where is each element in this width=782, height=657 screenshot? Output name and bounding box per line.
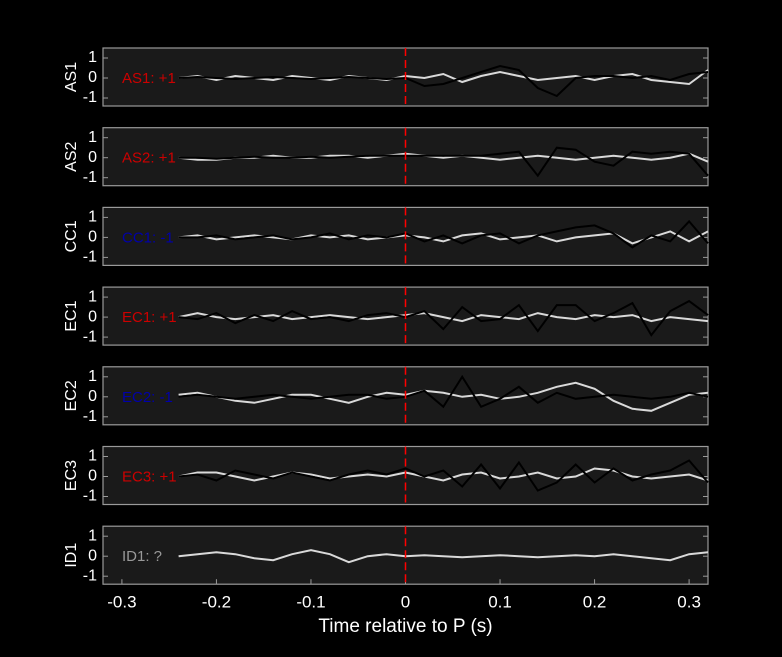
x-tick-label: -0.3: [107, 593, 136, 612]
y-tick-label: 1: [88, 129, 97, 146]
y-tick-label: 1: [88, 368, 97, 385]
trace: [178, 312, 709, 323]
trace: [178, 459, 709, 492]
y-tick-label: -1: [83, 488, 97, 505]
trace: [178, 146, 709, 178]
y-tick-label: 1: [88, 288, 97, 305]
trace: [178, 64, 709, 98]
x-tick-label: -0.1: [296, 593, 325, 612]
x-tick-label: 0.2: [583, 593, 607, 612]
y-tick-label: -1: [83, 249, 97, 266]
y-axis-label: EC3: [63, 460, 80, 491]
x-tick-label: 0: [401, 593, 410, 612]
annotation: ID1: ?: [122, 548, 162, 565]
y-tick-label: 0: [88, 468, 97, 485]
y-tick-label: 0: [88, 308, 97, 325]
trace: [178, 549, 709, 564]
trace: [178, 374, 709, 409]
y-tick-label: -1: [83, 328, 97, 345]
x-axis-label: Time relative to P (s): [318, 616, 492, 637]
x-tick-label: 0.1: [488, 593, 512, 612]
annotation: EC3: +1: [122, 468, 177, 485]
y-tick-label: 1: [88, 209, 97, 226]
y-tick-label: 1: [88, 448, 97, 465]
trace: [178, 381, 709, 412]
annotation: AS2: +1: [122, 150, 176, 167]
trace: [178, 219, 709, 249]
y-tick-label: -1: [83, 408, 97, 425]
annotation: AS1: +1: [122, 70, 176, 87]
y-tick-label: 1: [88, 527, 97, 544]
y-axis-label: ID1: [63, 543, 80, 568]
y-tick-label: 0: [88, 547, 97, 564]
y-axis-label: AS1: [63, 62, 80, 92]
trace: [178, 299, 709, 337]
y-tick-label: -1: [83, 567, 97, 584]
y-tick-label: -1: [83, 169, 97, 186]
y-tick-label: 0: [88, 388, 97, 405]
y-axis-label: AS2: [63, 141, 80, 171]
y-tick-label: 0: [88, 149, 97, 166]
x-tick-label: -0.2: [202, 593, 231, 612]
y-tick-label: 0: [88, 229, 97, 246]
y-tick-label: 1: [88, 49, 97, 66]
y-tick-label: 0: [88, 69, 97, 86]
y-axis-label: EC2: [63, 380, 80, 411]
y-tick-label: -1: [83, 89, 97, 106]
annotation: CC1: -1: [122, 229, 174, 246]
annotation: EC1: +1: [122, 309, 177, 326]
trace: [178, 69, 709, 86]
x-tick-label: 0.3: [677, 593, 701, 612]
y-axis-label: EC1: [63, 300, 80, 331]
annotation: EC2: -1: [122, 389, 173, 406]
y-axis-label: CC1: [63, 220, 80, 252]
